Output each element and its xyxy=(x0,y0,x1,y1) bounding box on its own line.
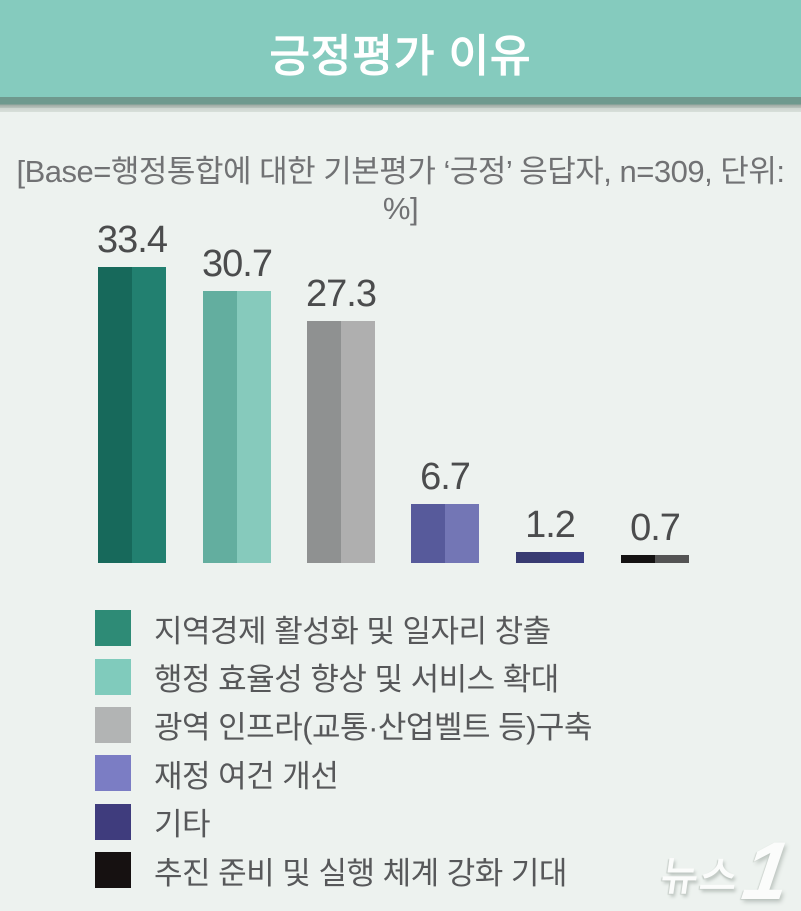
bar-5 xyxy=(516,552,584,563)
bar-4 xyxy=(411,504,479,563)
bar-value-label-5: 1.2 xyxy=(525,504,576,546)
bar-3 xyxy=(307,321,375,563)
legend-item-2: 행정 효율성 향상 및 서비스 확대 xyxy=(95,652,592,700)
bar-value-label-3: 27.3 xyxy=(306,273,377,315)
bar-value-label-1: 33.4 xyxy=(97,219,168,261)
title-bar-divider xyxy=(0,97,801,112)
legend-item-label: 행정 효율성 향상 및 서비스 확대 xyxy=(154,662,559,698)
bar-value-label-4: 6.7 xyxy=(420,456,471,498)
legend-item-label: 광역 인프라(교통·산업벨트 등)구축 xyxy=(154,710,592,746)
legend-swatch-icon xyxy=(95,658,131,695)
legend-item-5: 기타 xyxy=(95,798,592,846)
legend-item-label: 추진 준비 및 실행 체계 강화 기대 xyxy=(154,855,567,891)
bar-1 xyxy=(98,267,166,563)
legend-swatch-icon xyxy=(95,610,131,647)
legend-item-label: 지역경제 활성화 및 일자리 창출 xyxy=(154,613,551,649)
legend-item-3: 광역 인프라(교통·산업벨트 등)구축 xyxy=(95,701,592,749)
legend-swatch-icon xyxy=(95,803,131,840)
legend-item-6: 추진 준비 및 실행 체계 강화 기대 xyxy=(95,846,592,894)
legend-item-4: 재정 여건 개선 xyxy=(95,749,592,797)
legend-swatch-icon xyxy=(95,755,131,792)
base-note: [Base=행정통합에 대한 기본평가 ‘긍정’ 응답자, n=309, 단위:… xyxy=(16,154,785,226)
legend-item-label: 기타 xyxy=(154,807,211,843)
legend-item-label: 재정 여건 개선 xyxy=(154,758,339,794)
legend-swatch-icon xyxy=(95,852,131,889)
legend-swatch-icon xyxy=(95,706,131,743)
bar-value-label-6: 0.7 xyxy=(630,507,681,549)
bar-6 xyxy=(621,555,689,563)
title-bar: 긍정평가 이유 xyxy=(0,0,801,97)
bar-value-label-2: 30.7 xyxy=(202,243,273,285)
legend-item-1: 지역경제 활성화 및 일자리 창출 xyxy=(95,604,592,652)
bar-2 xyxy=(203,291,271,563)
page-title: 긍정평가 이유 xyxy=(269,31,532,81)
